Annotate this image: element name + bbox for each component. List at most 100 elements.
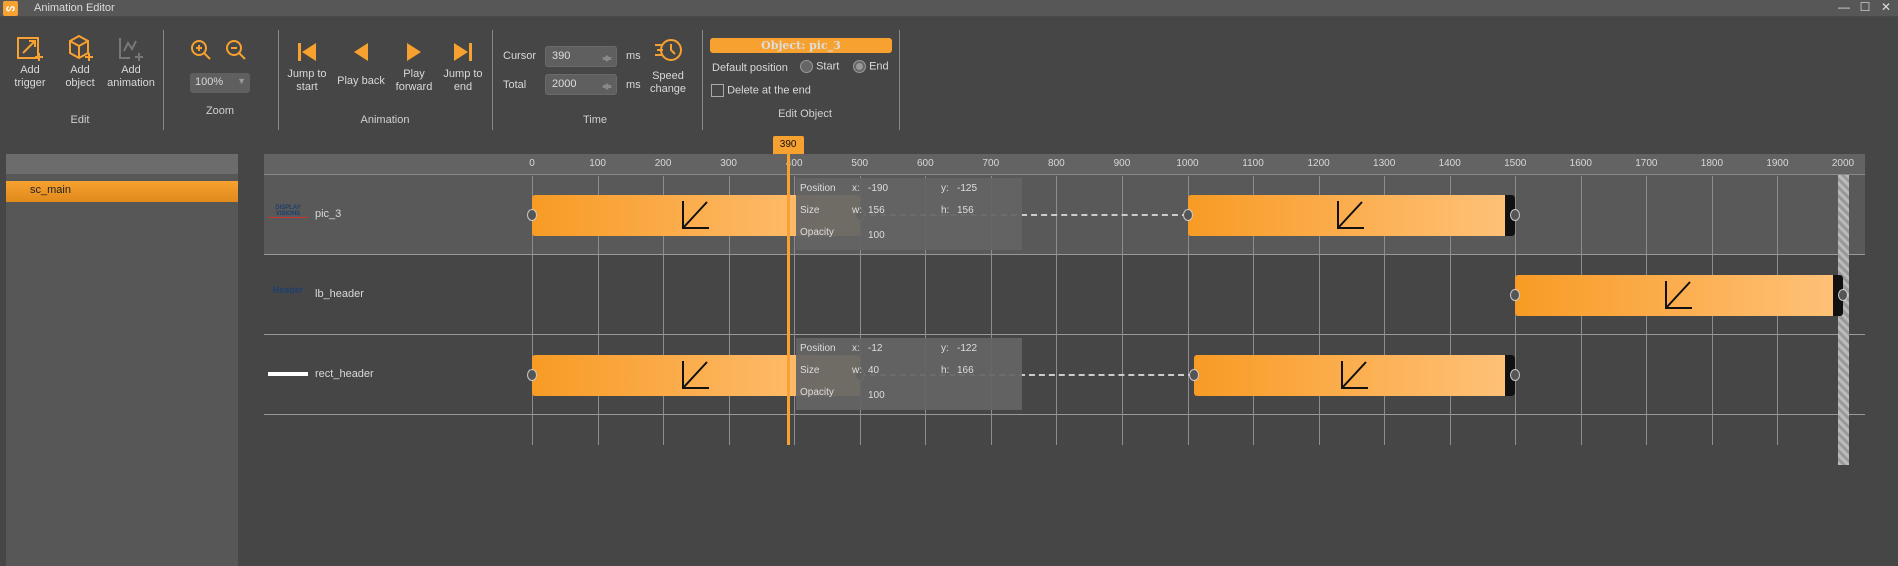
animation-bar[interactable]: [1194, 355, 1516, 396]
add-object-label: Add object: [65, 64, 95, 89]
maximize-button[interactable]: ☐: [1859, 0, 1871, 14]
scene-item-sc-main[interactable]: sc_main: [6, 181, 238, 202]
animation-bar[interactable]: [1515, 275, 1843, 316]
animation-bar[interactable]: [1187, 195, 1516, 236]
tooltip-y: -122: [957, 343, 978, 354]
ruler-tick-label: 100: [589, 158, 606, 169]
play-back-button[interactable]: Play back: [334, 36, 388, 88]
x-axis-label: x:: [852, 343, 860, 354]
delete-at-end-checkbox[interactable]: Delete at the end: [711, 84, 811, 97]
animation-gap-connector: [859, 374, 1195, 376]
object-title: Object: pic_3: [710, 38, 892, 53]
zoom-group-label: Zoom: [205, 105, 235, 117]
total-input[interactable]: 2000: [545, 74, 617, 95]
radio-start[interactable]: Start: [800, 60, 839, 73]
ruler-tick-label: 500: [851, 158, 869, 169]
cursor-label: Cursor: [503, 50, 537, 62]
keyframe-start-handle[interactable]: [527, 369, 537, 381]
ruler-tick-label: 300: [720, 158, 737, 169]
ruler-tick-label: 700: [982, 158, 1000, 169]
chevron-down-icon: ▼: [237, 76, 246, 86]
keyframe-start-handle[interactable]: [1182, 209, 1193, 221]
grid-line: [990, 176, 992, 445]
play-forward-button[interactable]: Play forward: [392, 36, 436, 94]
add-trigger-label: Add trigger: [14, 64, 46, 89]
y-axis-label: y:: [941, 343, 949, 354]
ruler-tick-label: 1600: [1569, 158, 1592, 169]
ease-curve-icon: [680, 359, 712, 394]
title-bar: ᔕ Animation Editor — ☐ ✕: [0, 0, 1898, 17]
zoom-value: 100%: [195, 76, 224, 88]
keyframe-end-handle[interactable]: [1510, 209, 1521, 221]
play-back-label: Play back: [337, 75, 385, 87]
minimize-button[interactable]: —: [1838, 0, 1850, 14]
add-trigger-button[interactable]: Add trigger: [8, 32, 52, 90]
zoom-out-icon[interactable]: [224, 38, 248, 65]
speed-change-button[interactable]: Speed change: [646, 34, 690, 96]
radio-end[interactable]: End: [853, 60, 889, 73]
keyframe-start-handle[interactable]: [527, 209, 537, 221]
play-forward-icon: [392, 36, 436, 68]
divider: [278, 30, 279, 130]
w-axis-label: w:: [852, 365, 862, 376]
ruler-tick-label: 200: [654, 158, 672, 169]
property-tooltip: Position Size Opacity x: -12 y: -122 w: 40 h: 166 1…: [796, 338, 1022, 410]
grid-line: [1187, 176, 1189, 445]
zoom-select[interactable]: 100% ▼: [190, 73, 250, 93]
object-thumbnail: Header: [272, 285, 304, 295]
tooltip-opacity: Opacity: [800, 387, 834, 398]
y-axis-label: y:: [941, 183, 949, 194]
tooltip-w: 40: [868, 365, 880, 376]
object-thumbnail: [268, 372, 308, 376]
tooltip-opacity_value: 100: [868, 390, 885, 401]
speed-change-label: Speed change: [649, 70, 687, 95]
add-object-icon: [58, 32, 102, 64]
add-trigger-icon: [8, 32, 52, 64]
add-animation-button[interactable]: Add animation: [104, 32, 158, 90]
play-back-icon: [334, 36, 388, 68]
scene-panel: sc_main: [6, 154, 238, 566]
zoom-in-icon[interactable]: [189, 38, 213, 65]
grid-line: [1318, 176, 1320, 445]
playhead-line[interactable]: [786, 154, 790, 445]
bar-end-cap[interactable]: [1505, 355, 1516, 396]
tooltip-y: -125: [957, 183, 978, 194]
add-object-button[interactable]: Add object: [58, 32, 102, 90]
tooltip-position: Position: [800, 343, 836, 354]
jump-to-end-label: Jump to end: [443, 68, 483, 93]
grid-line: [1253, 176, 1255, 445]
default-position-label: Default position: [712, 62, 788, 74]
divider: [899, 30, 900, 130]
h-axis-label: h:: [941, 365, 950, 376]
time-ruler[interactable]: [264, 154, 1865, 175]
start-label: Start: [816, 60, 840, 73]
ruler-tick-label: 1200: [1307, 158, 1330, 169]
radio-selected-icon: [853, 60, 866, 73]
keyframe-start-handle[interactable]: [1189, 369, 1200, 381]
grid-line: [663, 176, 665, 445]
window-title: Animation Editor: [34, 2, 115, 14]
ruler-tick-label: 1700: [1635, 158, 1658, 169]
tooltip-opacity: Opacity: [800, 227, 834, 238]
tooltip-x: -190: [868, 183, 889, 194]
playhead-label[interactable]: 390: [772, 136, 804, 154]
cursor-input[interactable]: 390: [545, 46, 617, 67]
x-axis-label: x:: [852, 183, 860, 194]
ruler-tick-label: 0: [529, 158, 535, 169]
keyframe-end-handle[interactable]: [1510, 369, 1521, 381]
play-forward-label: Play forward: [395, 68, 433, 93]
scene-search-input[interactable]: [6, 154, 238, 174]
keyframe-start-handle[interactable]: [1510, 289, 1521, 301]
ease-curve-icon: [1339, 359, 1371, 394]
jump-to-start-button[interactable]: Jump to start: [284, 36, 330, 94]
timeline-end-marker[interactable]: [1838, 175, 1849, 465]
ruler-tick-label: 1300: [1373, 158, 1396, 169]
close-button[interactable]: ✕: [1880, 0, 1892, 14]
scene-label: sc_main: [30, 184, 71, 196]
tooltip-opacity_value: 100: [868, 230, 885, 241]
time-group-label: Time: [582, 114, 608, 126]
grid-line: [794, 176, 796, 445]
ruler-tick-label: 1400: [1438, 158, 1461, 169]
keyframe-end-handle[interactable]: [1838, 289, 1848, 301]
jump-to-end-button[interactable]: Jump to end: [440, 36, 486, 94]
